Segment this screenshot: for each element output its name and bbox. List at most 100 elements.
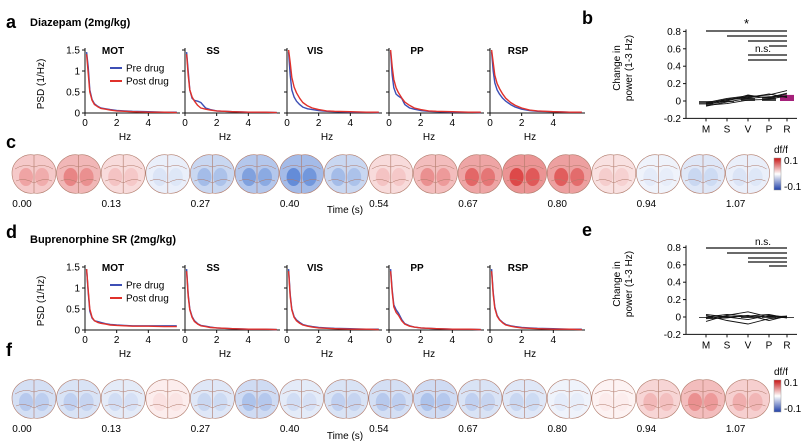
panel-c-area-boundary <box>372 179 409 184</box>
panel-a-ytick-label: 1 <box>74 67 80 78</box>
panel-f-area-boundary <box>328 404 365 409</box>
panel-f-area-boundary <box>639 390 678 395</box>
panel-e-significance-label: n.s. <box>755 237 771 248</box>
panel-a-subplot-title: RSP <box>508 46 529 57</box>
panel-f-left-hemisphere-activity <box>152 393 167 411</box>
panel-f-left-hemisphere-activity <box>465 393 479 411</box>
panel-b-ylabel-line2: power (1-3 Hz) <box>624 35 635 101</box>
panel-a-subplot-rsp: 0 2 4 Hz RSP <box>487 46 585 143</box>
panel-d-subplot-title: MOT <box>102 263 124 274</box>
panel-d-xtick-label: 2 <box>316 335 322 346</box>
panel-f-brain-frame <box>636 379 681 419</box>
panel-e-subject-line <box>705 315 788 319</box>
panel-f-area-boundary <box>148 390 187 395</box>
panel-c-time-label: 0.67 <box>458 199 478 210</box>
panel-f-right-hemisphere-activity <box>79 393 94 411</box>
panel-a-xtick-label: 2 <box>114 118 120 129</box>
panel-a-xtick-label: 4 <box>348 118 354 129</box>
panel-f-colorbar-min: -0.1 <box>784 404 801 415</box>
panel-d-subplot-title: RSP <box>508 263 529 274</box>
panel-a-xlabel: Hz <box>119 132 131 143</box>
panel-b-ytick-label: 0 <box>675 97 681 108</box>
panel-c-right-hemisphere-activity <box>481 168 495 186</box>
panel-c-brain-frame <box>636 154 681 194</box>
panel-f-area-boundary <box>149 404 186 409</box>
panel-b-category-label: M <box>702 124 710 135</box>
panel-f-right-hemisphere-activity <box>391 393 406 411</box>
panel-a-subplot-mot: 0 0.5 1 1.5 0 2 4 Hz MOT <box>66 46 180 143</box>
panel-f-area-boundary <box>194 404 231 409</box>
panel-c-brain-frame <box>502 154 547 194</box>
panel-f-left-hemisphere-activity <box>732 393 747 411</box>
panel-b-subject-line <box>705 93 788 105</box>
panel-c-area-boundary <box>193 165 232 170</box>
panel-a-xtick-label: 4 <box>246 118 252 129</box>
panel-a-xtick-label: 0 <box>487 118 493 129</box>
panel-f-brain-frame <box>56 379 101 419</box>
panel-d-pre-line <box>389 269 481 331</box>
panel-a-xtick-label: 0 <box>386 118 392 129</box>
panel-f-area-boundary <box>371 390 410 395</box>
panel-c-area-boundary <box>728 165 767 170</box>
panel-f-brain-frame <box>591 379 637 419</box>
panel-c-area-boundary <box>594 165 633 170</box>
panel-c-right-hemisphere-activity <box>347 168 362 186</box>
panel-c-area-boundary <box>551 179 588 184</box>
panel-c-area-boundary <box>237 165 277 170</box>
panel-e-ytick-label: 0.8 <box>667 243 681 254</box>
panel-c-right-hemisphere-activity <box>79 168 94 186</box>
panel-c-right-hemisphere-activity <box>525 168 540 186</box>
panel-f-xlabel: Time (s) <box>327 431 363 442</box>
panel-c-right-hemisphere-activity <box>213 168 228 186</box>
panel-f-area-boundary <box>238 404 276 409</box>
panel-a-legend-post-label: Post drug <box>126 77 169 88</box>
panel-a-subplot-pp: 0 2 4 Hz PP <box>386 46 484 143</box>
panel-c-brain-frame <box>457 154 503 194</box>
panel-a-xtick-label: 4 <box>146 118 152 129</box>
panel-f-left-hemisphere-activity <box>420 393 435 411</box>
panel-d-post-line <box>287 271 379 331</box>
panel-f-left-hemisphere-activity <box>286 393 301 411</box>
panel-f-left-hemisphere-activity <box>509 393 524 411</box>
panel-c-right-hemisphere-activity <box>168 168 183 186</box>
panel-b-category-label: S <box>724 124 731 135</box>
panel-d-xtick-label: 2 <box>418 335 424 346</box>
panel-a-xtick-label: 0 <box>182 118 188 129</box>
panel-a-pre-line <box>185 52 277 114</box>
panel-letter-d: d <box>6 222 17 242</box>
panel-c-colorbar-gradient <box>773 157 782 191</box>
panel-c-left-hemisphere-activity <box>420 168 435 186</box>
panel-e-category-label: V <box>745 340 752 351</box>
panel-a-xtick-label: 2 <box>418 118 424 129</box>
panel-f-area-boundary <box>683 390 723 395</box>
panel-d-xtick-label: 0 <box>487 335 493 346</box>
panel-letter-c: c <box>6 132 16 152</box>
panel-a-subplot-title: SS <box>206 46 220 57</box>
panel-c-area-boundary <box>15 179 53 184</box>
panel-d-xtick-label: 0 <box>284 335 290 346</box>
panel-f-time-label: 0.40 <box>280 424 300 435</box>
panel-c-area-boundary <box>417 179 454 184</box>
panel-c-time-label: 0.00 <box>12 199 32 210</box>
panel-a-xlabel: Hz <box>321 132 333 143</box>
panel-f-left-hemisphere-activity <box>197 393 212 411</box>
panel-c-right-hemisphere-activity <box>570 168 585 186</box>
panel-f-right-hemisphere-activity <box>748 393 763 411</box>
panel-c-right-hemisphere-activity <box>391 168 406 186</box>
panel-c-left-hemisphere-activity <box>242 168 256 186</box>
panel-a-ytick-label: 0.5 <box>66 88 80 99</box>
panel-a-post-line <box>389 49 481 113</box>
panel-f-area-boundary <box>282 390 321 395</box>
panel-c-area-boundary <box>328 179 365 184</box>
panel-c-brain-frame <box>11 154 57 194</box>
panel-d-xlabel: Hz <box>524 349 536 360</box>
panel-c-right-hemisphere-activity <box>258 168 272 186</box>
panel-f-brain-frame <box>725 379 770 419</box>
panel-c-brain-frame <box>100 154 146 194</box>
panel-letter-f: f <box>6 340 13 360</box>
panel-a-post-line <box>490 49 582 113</box>
panel-d-xlabel: Hz <box>219 349 231 360</box>
panel-c-time-label: 0.40 <box>280 199 300 210</box>
panel-c-brain-frame <box>546 154 592 194</box>
